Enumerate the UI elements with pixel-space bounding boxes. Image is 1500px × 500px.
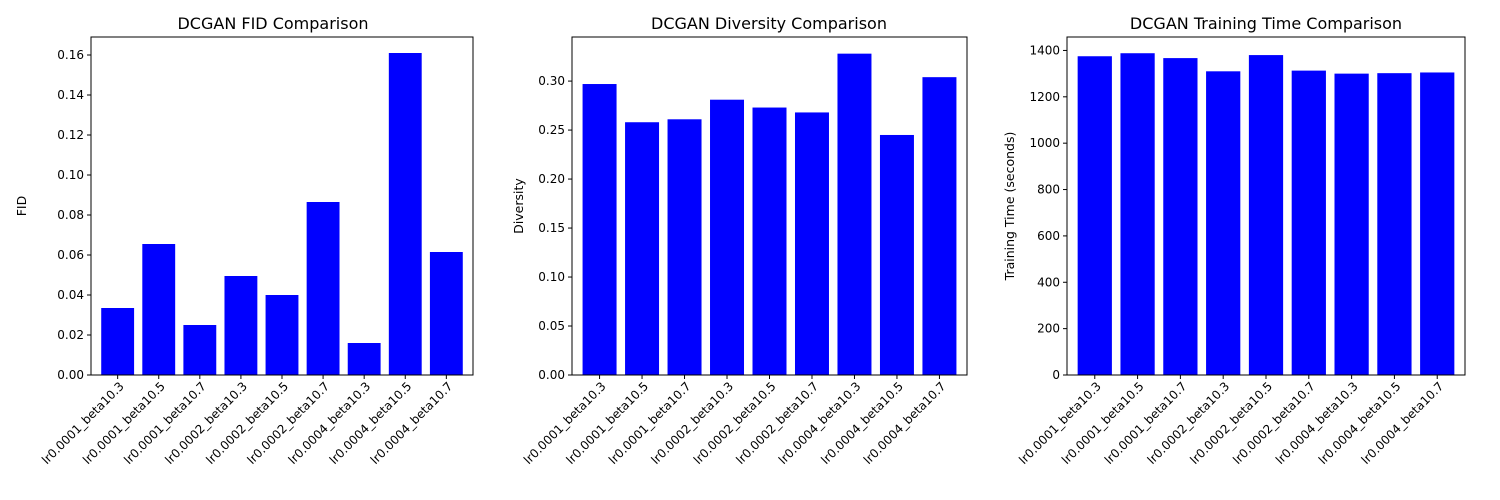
y-tick-label: 0.08: [57, 208, 84, 222]
bar: [879, 134, 914, 375]
bar: [1163, 58, 1198, 376]
chart-title: DCGAN Training Time Comparison: [1130, 14, 1402, 33]
y-tick-label: 0.04: [57, 288, 84, 302]
y-tick-label: 0.00: [538, 368, 565, 382]
bar: [265, 295, 299, 375]
bar: [710, 99, 745, 375]
y-axis-ticks: 0.00 0.05 0.10 0.15 0.20 0.25 0.30: [538, 74, 572, 382]
y-axis-label: Diversity: [511, 178, 526, 234]
bar: [1291, 70, 1326, 376]
bar: [1420, 72, 1455, 375]
y-tick-label: 0.14: [57, 88, 84, 102]
y-axis-label: FID: [14, 196, 29, 217]
y-tick-label: 1200: [1029, 90, 1060, 104]
y-axis-ticks: 0.00 0.02 0.04 0.06 0.08 0.10 0.12 0.14 0.16: [57, 48, 91, 382]
plot-frame: [1066, 36, 1466, 376]
y-tick-label: 0.05: [538, 319, 565, 333]
plot-frame: [571, 36, 968, 376]
y-tick-label: 0.00: [57, 368, 84, 382]
bar: [388, 53, 422, 375]
bar: [1377, 73, 1412, 375]
bar: [837, 53, 872, 376]
y-tick-label: 0.02: [57, 328, 84, 342]
bar-series: [1077, 53, 1455, 376]
bar: [429, 252, 463, 375]
y-tick-label: 600: [1037, 229, 1060, 243]
bar: [667, 119, 702, 375]
y-tick-label: 0.10: [538, 270, 565, 284]
y-tick-label: 0: [1052, 368, 1060, 382]
bar: [347, 343, 381, 375]
bar: [142, 244, 176, 375]
y-tick-label: 0.10: [57, 168, 84, 182]
bar-series: [101, 53, 463, 375]
bar: [101, 308, 135, 375]
y-tick-label: 0.06: [57, 248, 84, 262]
bar: [1120, 53, 1155, 375]
bar: [224, 276, 258, 375]
bar: [625, 122, 660, 376]
bar: [1206, 71, 1241, 376]
y-tick-label: 200: [1037, 322, 1060, 336]
bar: [1334, 73, 1369, 375]
chart-title: DCGAN FID Comparison: [177, 14, 368, 33]
y-tick-label: 1000: [1029, 136, 1060, 150]
y-tick-label: 1400: [1029, 43, 1060, 57]
y-axis-ticks: 0 200 400 600 800 1000 1200 1400: [1029, 43, 1067, 382]
bar: [306, 202, 340, 375]
y-tick-label: 0.30: [538, 74, 565, 88]
plot-frame: [90, 36, 474, 376]
chart-title: DCGAN Diversity Comparison: [651, 14, 887, 33]
bar: [922, 77, 957, 375]
bar-series: [582, 53, 957, 376]
y-tick-label: 0.12: [57, 128, 84, 142]
bar: [582, 84, 617, 375]
y-tick-label: 0.25: [538, 123, 565, 137]
y-tick-label: 0.20: [538, 172, 565, 186]
bar: [752, 107, 787, 376]
y-tick-label: 800: [1037, 183, 1060, 197]
bar: [794, 112, 829, 375]
bar: [1248, 55, 1284, 375]
y-axis-label: Training Time (seconds): [1002, 132, 1017, 282]
y-tick-label: 400: [1037, 275, 1060, 289]
y-tick-label: 0.15: [538, 221, 565, 235]
bar: [1077, 56, 1112, 376]
y-tick-label: 0.16: [57, 48, 84, 62]
bar: [183, 325, 217, 375]
